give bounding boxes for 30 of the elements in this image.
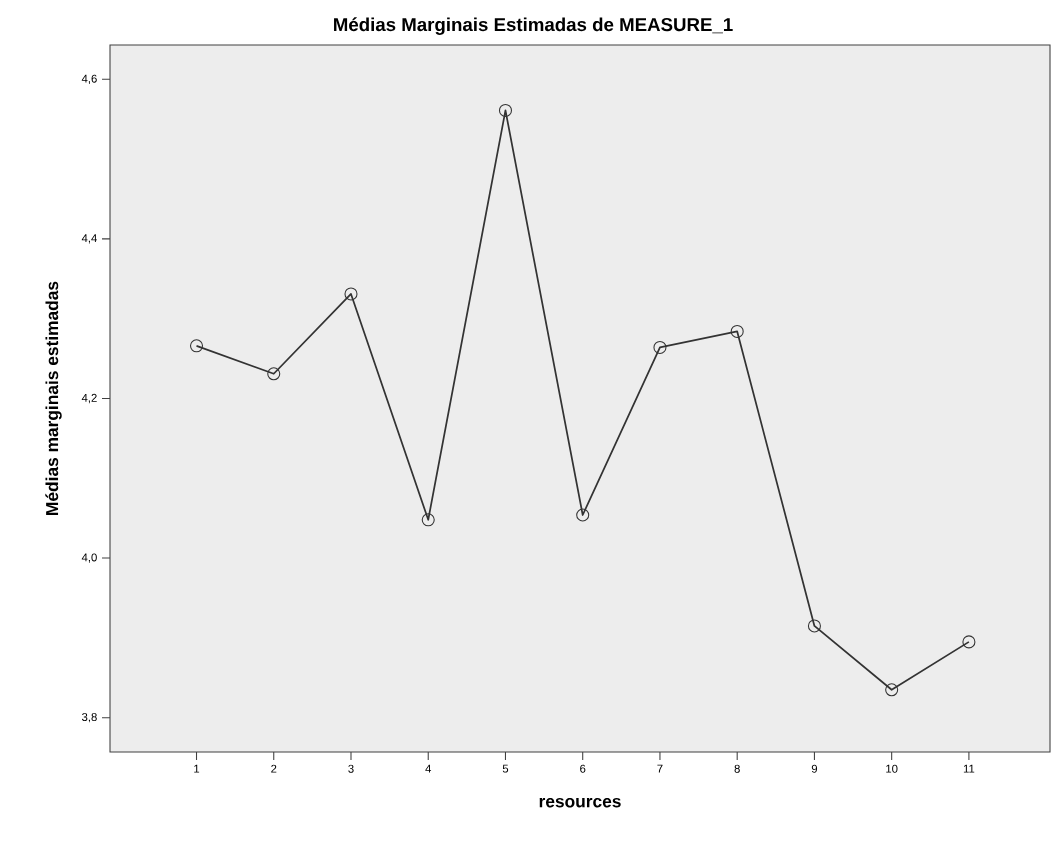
y-tick-label: 4,0 (81, 553, 97, 563)
x-tick-label: 6 (580, 764, 586, 773)
x-tick-label: 11 (963, 764, 975, 773)
x-tick-label: 7 (657, 764, 663, 773)
chart-title: Médias Marginais Estimadas de MEASURE_1 (334, 17, 733, 35)
point (653, 340, 667, 354)
point (576, 508, 590, 522)
point (730, 324, 744, 338)
x-tick-label: 10 (886, 764, 898, 773)
x-tick-label: 1 (194, 764, 200, 773)
x-tick-label: 9 (811, 764, 818, 773)
point (885, 683, 899, 697)
y-tick-label: 4,2 (81, 393, 97, 404)
point (189, 339, 204, 353)
point (421, 513, 435, 527)
x-axis-title: resources (539, 797, 621, 808)
y-tick-label: 4,4 (81, 234, 97, 244)
x-tick-label: 4 (425, 764, 432, 773)
y-tick-label: 3,8 (81, 713, 97, 723)
x-tick-label: 5 (502, 764, 509, 773)
point (267, 367, 281, 381)
x-tick-label: 2 (271, 764, 277, 773)
point (807, 619, 821, 633)
x-tick-label: 3 (348, 764, 354, 773)
point (498, 103, 513, 117)
y-tick-label: 4,6 (81, 74, 97, 84)
y-axis-title: Médias marginais estimadas (45, 281, 62, 515)
x-tick-label: 8 (734, 764, 740, 773)
point (344, 287, 358, 301)
point (962, 635, 976, 649)
